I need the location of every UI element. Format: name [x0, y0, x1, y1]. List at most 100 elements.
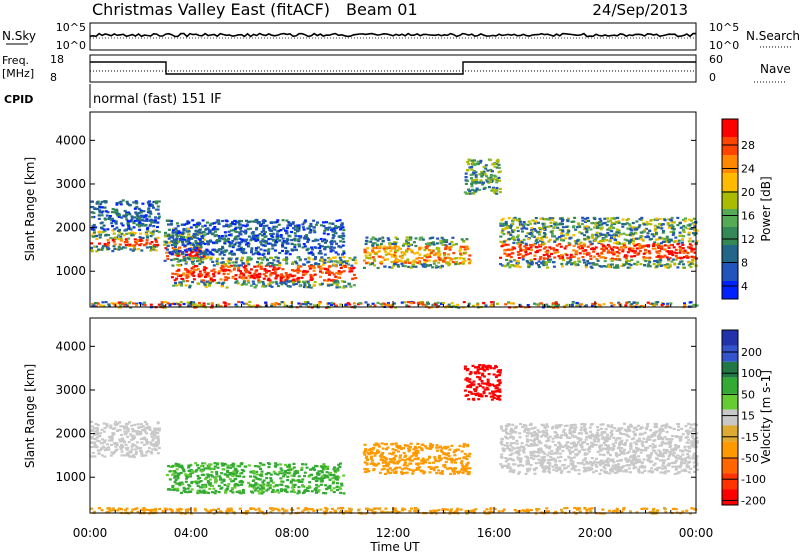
power-colorbar-label-5: 8	[741, 257, 748, 270]
velocity-colorbar-label-2: 50	[741, 388, 755, 401]
power-feature-8	[91, 300, 699, 309]
time-tick-label-6: 00:00	[679, 526, 714, 540]
velocity-ytick-label-0: 1000	[55, 470, 86, 484]
power-colorbar-cell-0	[722, 119, 738, 137]
power-feature-7	[499, 216, 699, 269]
power-colorbar-cell-2	[722, 155, 738, 173]
power-data	[90, 158, 699, 309]
freq-label: Freq.	[2, 54, 29, 67]
power-colorbar-label-6: 4	[741, 280, 748, 293]
time-tick-label-5: 20:00	[578, 526, 613, 540]
cpid-value: normal (fast) 151 IF	[93, 92, 222, 107]
nsky-series	[89, 32, 696, 38]
velocity-colorbar-cell-9	[722, 473, 738, 490]
velocity-feature-3	[463, 364, 502, 401]
velocity-colorbar-cell-0	[722, 330, 738, 346]
power-colorbar-label-1: 24	[741, 163, 755, 176]
time-axis-title: Time UT	[369, 540, 420, 554]
power-feature-5	[362, 236, 472, 270]
power-ytick-label-3: 4000	[55, 133, 86, 147]
power-colorbar-cell-3	[722, 173, 738, 191]
velocity-colorbar-label-0: 200	[741, 346, 762, 359]
velocity-ylabel: Slant Range [km]	[23, 364, 37, 468]
velocity-feature-1	[165, 462, 346, 495]
freq-left-tick-top: 18	[50, 53, 64, 66]
velocity-colorbar-cell-2	[722, 361, 738, 378]
nave-label: Nave	[760, 62, 791, 76]
velocity-colorbar-cell-5	[722, 409, 738, 426]
nsky-right-tick-top: 10^5	[709, 21, 739, 34]
power-feature-4	[165, 218, 346, 256]
nsky-label: N.Sky	[2, 29, 36, 43]
power-colorbar-label: Power [dB]	[759, 176, 773, 241]
freq-unit-label: [MHz]	[2, 67, 34, 80]
velocity-feature-5	[90, 506, 697, 515]
cpid-label: CPID	[4, 93, 33, 106]
velocity-colorbar-label: Velocity [m s-1]	[759, 370, 773, 464]
velocity-ytick-label-3: 4000	[55, 339, 86, 353]
power-colorbar-cell-9	[722, 281, 738, 299]
power-feature-3	[170, 256, 358, 289]
power-colorbar-cell-6	[722, 227, 738, 245]
power-feature-6	[463, 158, 502, 195]
power-colorbar-cell-7	[722, 245, 738, 263]
velocity-colorbar-label-5: -50	[741, 452, 759, 465]
power-panel: Slant Range [km] 1000 2000 3000 4000	[23, 111, 699, 309]
power-xticks	[89, 301, 697, 307]
power-colorbar-label-2: 20	[741, 186, 755, 199]
velocity-colorbar-cell-1	[722, 345, 738, 362]
velocity-colorbar-cell-3	[722, 377, 738, 394]
power-ytick-label-1: 2000	[55, 221, 86, 235]
station-title: Christmas Valley East (fitACF)	[92, 0, 330, 19]
velocity-yticks: 1000 2000 3000 4000	[55, 339, 696, 484]
power-colorbar: 28 24 20 16 12 8 4 Power [dB]	[721, 118, 773, 300]
power-colorbar-label-3: 16	[741, 210, 755, 223]
time-axis-labels: 00:00 04:00 08:00 12:00 16:00 20:00 00:00	[73, 526, 714, 540]
cpid-panel: CPID normal (fast) 151 IF	[4, 84, 222, 108]
velocity-ytick-label-2: 3000	[55, 383, 86, 397]
nsky-left-tick-bottom: 10^0	[56, 39, 86, 52]
velocity-feature-0	[90, 420, 161, 459]
velocity-feature-2	[362, 442, 472, 476]
velocity-xticks	[89, 507, 697, 513]
power-colorbar-label-0: 28	[741, 139, 755, 152]
power-feature-0	[90, 229, 161, 253]
velocity-colorbar-cell-4	[722, 393, 738, 410]
power-feature-1	[90, 199, 161, 232]
velocity-colorbar-label-4: -15	[741, 431, 759, 444]
velocity-data	[90, 364, 699, 515]
velocity-colorbar-label-6: -100	[741, 473, 766, 486]
velocity-feature-4	[499, 422, 699, 475]
date-title: 24/Sep/2013	[592, 1, 688, 19]
nsky-left-tick-top: 10^5	[56, 21, 86, 34]
time-tick-label-1: 04:00	[174, 526, 209, 540]
velocity-colorbar-cell-6	[722, 425, 738, 442]
power-colorbar-label-4: 12	[741, 233, 755, 246]
velocity-colorbar-label-3: 15	[741, 410, 755, 423]
freq-right-tick-bottom: 0	[709, 71, 716, 84]
freq-panel: Freq. [MHz] 18 8 60 0 Nave	[2, 53, 791, 84]
beam-title: Beam 01	[346, 0, 418, 19]
time-tick-label-2: 08:00	[275, 526, 310, 540]
velocity-colorbar: 200 100 50 15 -15 -50 -100 -200 Velocity [m s-1…	[721, 329, 773, 507]
nsky-right-tick-bottom: 10^0	[709, 39, 739, 52]
power-colorbar-cell-5	[722, 209, 738, 227]
power-ytick-label-0: 1000	[55, 264, 86, 278]
freq-right-tick-top: 60	[709, 53, 723, 66]
frequency-series	[90, 61, 696, 75]
time-tick-label-0: 00:00	[73, 526, 108, 540]
time-tick-label-4: 16:00	[477, 526, 512, 540]
velocity-colorbar-cell-7	[722, 441, 738, 458]
velocity-ytick-label-1: 2000	[55, 427, 86, 441]
freq-left-tick-bottom: 8	[50, 71, 57, 84]
velocity-colorbar-label-1: 100	[741, 367, 762, 380]
power-ytick-label-2: 3000	[55, 177, 86, 191]
time-tick-label-3: 12:00	[376, 526, 411, 540]
power-yticks: 1000 2000 3000 4000	[55, 133, 696, 278]
nsky-panel: N.Sky 10^5 10^0 10^5 10^0 N.Search	[2, 21, 800, 52]
nsearch-label: N.Search	[746, 29, 800, 43]
power-colorbar-cell-4	[722, 191, 738, 209]
velocity-colorbar-cell-10	[722, 489, 738, 505]
